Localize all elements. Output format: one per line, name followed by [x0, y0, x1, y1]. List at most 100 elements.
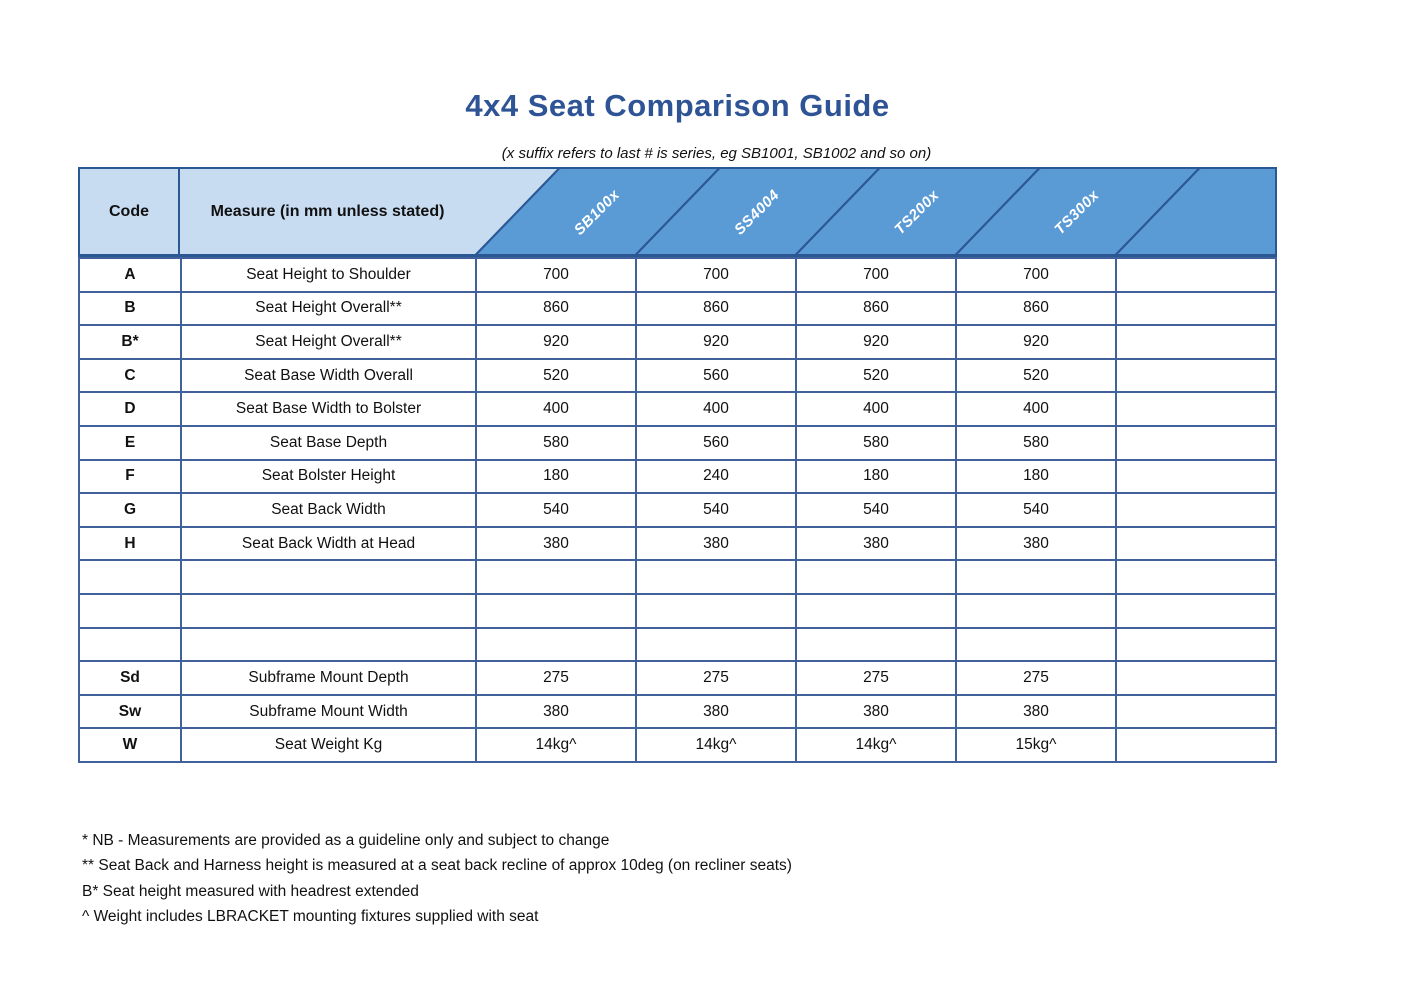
value-cell [1115, 391, 1277, 427]
value-cell: 400 [475, 391, 637, 427]
table-row: Sd Subframe Mount Depth 275 275 275 275 [78, 660, 1277, 696]
table-row: D Seat Base Width to Bolster 400 400 400 400 [78, 391, 1277, 427]
measure-cell: Seat Height Overall** [180, 290, 477, 327]
value-cell [955, 559, 1117, 595]
value-cell: 380 [955, 525, 1117, 562]
value-cell: 400 [955, 391, 1117, 427]
value-cell: 700 [635, 257, 797, 293]
value-cell [635, 626, 797, 663]
value-cell [1115, 559, 1277, 595]
value-cell: 860 [475, 290, 637, 327]
measure-cell: Seat Bolster Height [180, 458, 477, 495]
value-cell: 380 [795, 693, 957, 730]
value-cell [1115, 324, 1277, 360]
value-cell [1115, 492, 1277, 528]
code-cell: B [78, 290, 182, 327]
value-cell: 380 [635, 525, 797, 562]
value-cell: 920 [795, 324, 957, 360]
value-cell: 540 [955, 492, 1117, 528]
code-cell: W [78, 727, 182, 763]
page-subtitle: (x suffix refers to last # is series, eg… [501, 145, 932, 162]
value-cell: 275 [955, 660, 1117, 696]
code-cell: G [78, 492, 182, 528]
diagonal-divider [475, 169, 561, 254]
value-cell: 380 [955, 693, 1117, 730]
value-cell: 380 [475, 693, 637, 730]
diagonal-divider [795, 169, 881, 254]
value-cell [795, 592, 957, 629]
code-column-header: Code [80, 169, 180, 254]
value-cell: 920 [635, 324, 797, 360]
value-cell [1115, 660, 1277, 696]
value-cell: 540 [475, 492, 637, 528]
value-cell [475, 592, 637, 629]
value-cell: 920 [955, 324, 1117, 360]
measure-cell [180, 626, 477, 663]
code-cell: Sd [78, 660, 182, 696]
code-cell: B* [78, 324, 182, 360]
value-cell: 860 [795, 290, 957, 327]
value-cell: 860 [955, 290, 1117, 327]
measure-cell: Seat Base Depth [180, 424, 477, 461]
value-cell: 380 [795, 525, 957, 562]
product-label-ts200x: TS200x [891, 186, 943, 239]
value-cell: 15kg^ [955, 727, 1117, 763]
value-cell: 860 [635, 290, 797, 327]
value-cell: 275 [635, 660, 797, 696]
table-body: A Seat Height to Shoulder 700 700 700 700 B Sea… [78, 257, 1277, 763]
value-cell [1115, 357, 1277, 394]
table-row: E Seat Base Depth 580 560 580 580 [78, 424, 1277, 461]
value-cell: 920 [475, 324, 637, 360]
value-cell [1115, 424, 1277, 461]
comparison-table: Code Measure (in mm unless stated) SB100… [78, 167, 1277, 763]
value-cell: 580 [795, 424, 957, 461]
table-header: Code Measure (in mm unless stated) SB100… [78, 167, 1277, 257]
code-cell [78, 592, 182, 629]
code-cell: H [78, 525, 182, 562]
table-row: H Seat Back Width at Head 380 380 380 380 [78, 525, 1277, 562]
value-cell: 14kg^ [635, 727, 797, 763]
table-row: C Seat Base Width Overall 520 560 520 520 [78, 357, 1277, 394]
value-cell [475, 626, 637, 663]
value-cell [1115, 257, 1277, 293]
table-row [78, 626, 1277, 663]
table-row: B Seat Height Overall** 860 860 860 860 [78, 290, 1277, 327]
value-cell: 580 [955, 424, 1117, 461]
code-cell: C [78, 357, 182, 394]
measure-cell: Seat Height Overall** [180, 324, 477, 360]
value-cell: 275 [795, 660, 957, 696]
value-cell [1115, 592, 1277, 629]
measure-cell: Seat Base Width to Bolster [180, 391, 477, 427]
value-cell [955, 592, 1117, 629]
value-cell: 180 [955, 458, 1117, 495]
measure-cell: Seat Weight Kg [180, 727, 477, 763]
value-cell: 400 [795, 391, 957, 427]
diagonal-divider [1115, 169, 1201, 254]
measure-cell: Subframe Mount Depth [180, 660, 477, 696]
measure-column-header: Measure (in mm unless stated) [180, 169, 475, 254]
value-cell: 240 [635, 458, 797, 495]
value-cell: 560 [635, 357, 797, 394]
diagonal-divider [955, 169, 1041, 254]
measure-cell: Seat Back Width [180, 492, 477, 528]
table-row [78, 559, 1277, 595]
table-row: F Seat Bolster Height 180 240 180 180 [78, 458, 1277, 495]
value-cell: 180 [795, 458, 957, 495]
value-cell: 400 [635, 391, 797, 427]
value-cell [635, 559, 797, 595]
measure-cell: Subframe Mount Width [180, 693, 477, 730]
value-cell: 560 [635, 424, 797, 461]
value-cell: 580 [475, 424, 637, 461]
product-label-ss4004: SS4004 [731, 186, 783, 239]
value-cell [1115, 525, 1277, 562]
value-cell [795, 559, 957, 595]
value-cell [795, 626, 957, 663]
value-cell [1115, 727, 1277, 763]
code-cell: E [78, 424, 182, 461]
code-cell: A [78, 257, 182, 293]
value-cell: 520 [795, 357, 957, 394]
code-cell: F [78, 458, 182, 495]
product-columns-header: SB100x SS4004 TS200x TS300x [475, 169, 1275, 254]
value-cell: 275 [475, 660, 637, 696]
code-cell [78, 626, 182, 663]
